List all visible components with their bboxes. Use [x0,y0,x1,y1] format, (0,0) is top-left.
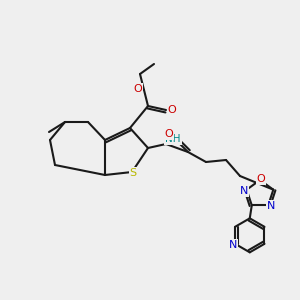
Text: S: S [129,168,137,178]
Text: O: O [256,174,266,184]
Text: N: N [267,201,275,211]
Text: O: O [134,84,142,94]
Text: NH: NH [165,134,181,144]
Text: O: O [165,129,173,139]
Text: N: N [229,240,237,250]
Text: O: O [168,105,176,115]
Text: N: N [239,186,248,196]
